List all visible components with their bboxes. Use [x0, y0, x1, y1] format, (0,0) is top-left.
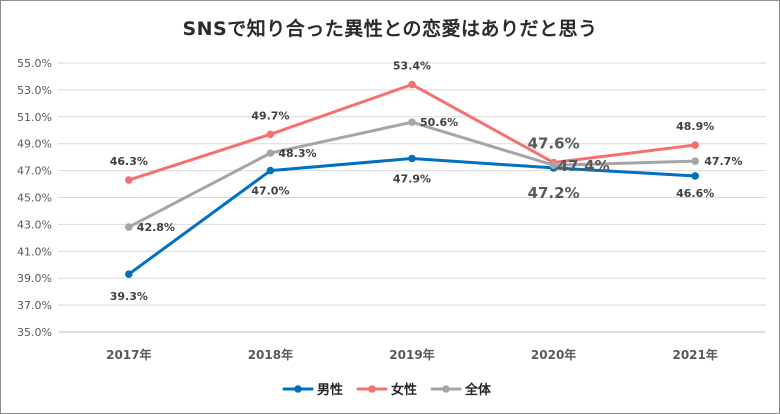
data-label: 47.2% — [528, 184, 580, 202]
data-point — [691, 141, 699, 149]
y-tick-label: 55.0% — [17, 57, 52, 70]
legend: 男性 女性 全体 — [282, 382, 492, 398]
data-point — [408, 80, 416, 89]
data-label: 48.9% — [676, 120, 714, 133]
x-tick-label: 2020年 — [531, 347, 576, 362]
data-label: 50.6% — [420, 116, 458, 129]
data-label: 47.0% — [251, 185, 289, 198]
data-label: 42.8% — [137, 221, 175, 234]
data-point — [266, 130, 275, 139]
x-tick-label: 2018年 — [248, 347, 293, 362]
data-point — [266, 149, 275, 157]
gridlines — [58, 62, 766, 333]
x-tick-label: 2017年 — [106, 347, 151, 362]
data-point — [266, 166, 275, 175]
data-label: 46.6% — [676, 187, 714, 200]
y-tick-label: 37.0% — [17, 299, 52, 312]
series-line — [127, 83, 697, 182]
y-tick-label: 45.0% — [17, 192, 52, 205]
legend-swatch-marker — [368, 385, 376, 393]
data-point — [691, 157, 699, 165]
data-label: 47.9% — [393, 172, 431, 185]
data-point — [408, 154, 416, 163]
y-tick-label: 41.0% — [17, 245, 52, 258]
x-tick-label: 2021年 — [672, 347, 717, 362]
x-axis-ticks: 2017年 2018年 2019年 2020年 2021年 — [106, 347, 718, 362]
data-point — [408, 118, 416, 126]
y-axis-ticks: 55.0% 53.0% 51.0% 49.0% 47.0% 45.0% 43.0% 41.0%… — [17, 57, 52, 339]
data-label: 49.7% — [251, 109, 289, 122]
y-tick-label: 49.0% — [17, 138, 52, 151]
data-point — [125, 270, 133, 278]
data-point — [691, 172, 699, 180]
legend-swatch-marker — [294, 385, 302, 393]
legend-label: 女性 — [391, 382, 417, 398]
data-point — [549, 161, 558, 170]
data-point — [125, 223, 133, 231]
chart-title: SNSで知り合った異性との恋愛はありだと思う — [182, 18, 598, 40]
y-tick-label: 53.0% — [17, 84, 52, 97]
data-label: 46.3% — [110, 155, 148, 168]
data-labels: 39.3% 47.0% 47.9% 47.2% 46.6% 46.3% 49.7% 53.4%… — [110, 60, 743, 304]
data-label: 47.4% — [558, 157, 610, 175]
data-point — [125, 176, 133, 184]
data-label: 48.3% — [278, 147, 316, 160]
y-tick-label: 43.0% — [17, 218, 52, 231]
legend-swatch-marker — [442, 385, 450, 393]
data-label: 47.6% — [528, 135, 580, 153]
y-tick-label: 51.0% — [17, 111, 52, 124]
series-points — [125, 80, 699, 278]
data-label: 47.7% — [704, 155, 742, 168]
x-tick-label: 2019年 — [389, 347, 434, 362]
data-label: 39.3% — [110, 290, 148, 303]
y-tick-label: 39.0% — [17, 272, 52, 285]
y-tick-label: 35.0% — [17, 326, 52, 339]
data-label: 53.4% — [393, 60, 431, 73]
legend-label: 男性 — [317, 382, 343, 398]
y-tick-label: 47.0% — [17, 165, 52, 178]
legend-label: 全体 — [464, 382, 492, 398]
